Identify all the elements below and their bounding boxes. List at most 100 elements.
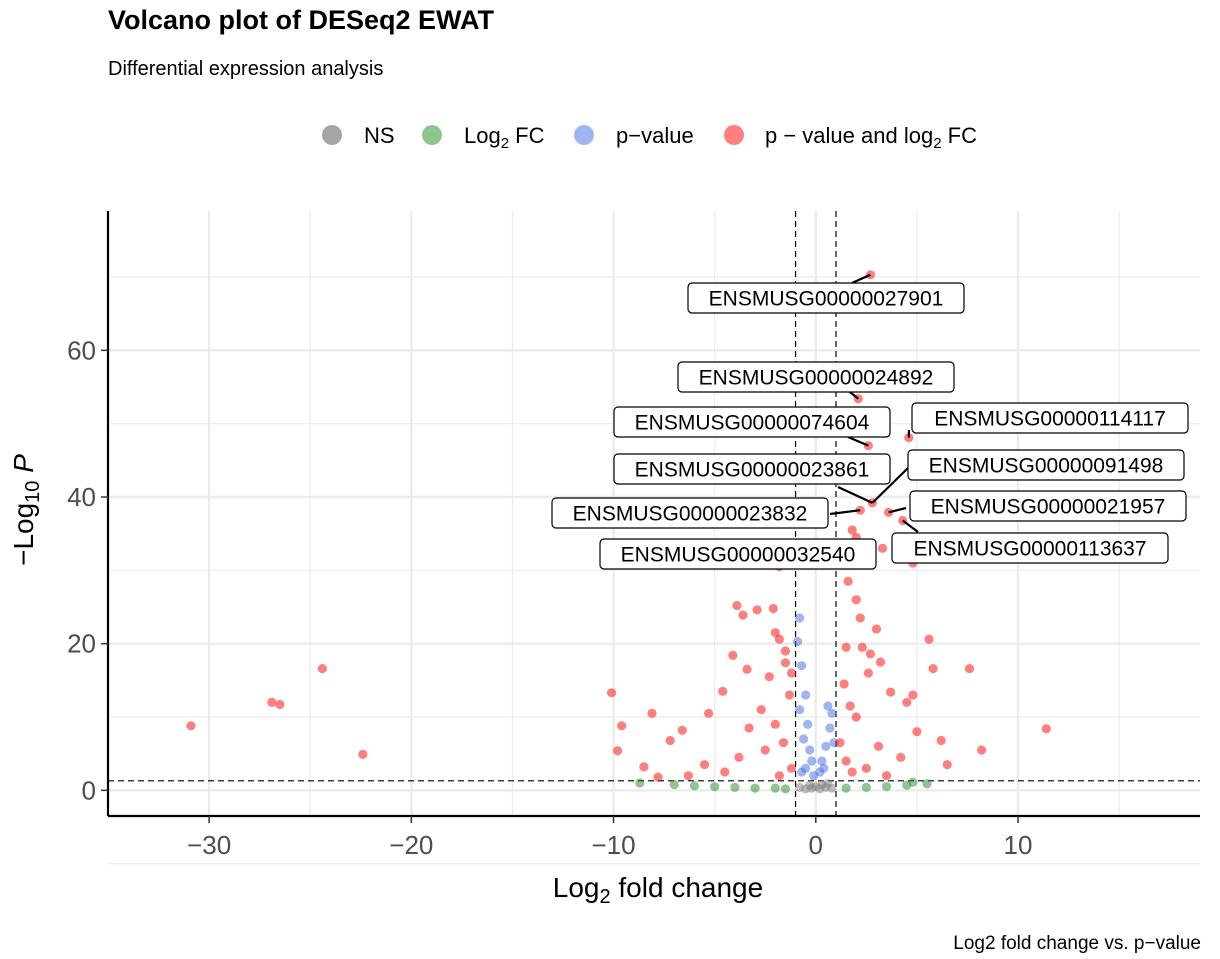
point-p-value-and-log2-fc <box>606 688 617 698</box>
point-p-value-and-log2-fc <box>677 725 687 735</box>
point-p-value-and-log2-fc <box>964 664 975 674</box>
gene-label: ENSMUSG00000023832 <box>573 503 808 526</box>
point-p-value-and-log2-fc <box>778 738 789 748</box>
point-p-value-and-log2-fc <box>857 642 867 652</box>
x-tick-label: −20 <box>389 830 433 860</box>
point-p-value-and-log2-fc <box>873 741 884 751</box>
point-p-value <box>799 734 809 744</box>
point-p-value-and-log2-fc <box>786 763 797 773</box>
point-log2-fc <box>922 779 932 789</box>
point-log2-fc <box>770 783 780 793</box>
label-connector <box>851 273 871 285</box>
legend-key-ns <box>322 125 342 145</box>
point-log2-fc <box>780 784 791 794</box>
point-p-value-and-log2-fc <box>764 672 774 682</box>
point-p-value-and-log2-fc <box>768 603 778 614</box>
point-p-value <box>823 701 833 711</box>
y-tick-label: 20 <box>67 629 96 659</box>
gene-label: ENSMUSG00000114117 <box>934 408 1166 431</box>
gene-label: ENSMUSG00000074604 <box>635 412 870 435</box>
point-p-value <box>803 719 813 729</box>
point-p-value-and-log2-fc <box>977 745 987 755</box>
point-p-value <box>807 756 817 766</box>
point-p-value-and-log2-fc <box>756 705 766 715</box>
point-p-value <box>795 613 805 623</box>
point-p-value-and-log2-fc <box>896 752 906 762</box>
y-tick-label: 40 <box>67 482 96 512</box>
gene-label-box <box>551 497 829 529</box>
x-tick-label: 10 <box>1004 830 1033 860</box>
gene-label: ENSMUSG00000023861 <box>635 459 870 482</box>
point-p-value <box>819 763 829 773</box>
point-p-value-and-log2-fc <box>843 576 853 586</box>
point-p-value-and-log2-fc <box>855 613 865 623</box>
point-p-value-and-log2-fc <box>699 760 710 770</box>
point-p-value-and-log2-fc <box>936 735 946 746</box>
x-tick-label: −10 <box>592 830 636 860</box>
point-ns <box>805 780 815 790</box>
point-log2-fc <box>689 781 700 791</box>
gene-label: ENSMUSG00000021957 <box>931 496 1166 519</box>
point-p-value <box>817 756 827 766</box>
point-p-value-and-log2-fc <box>912 727 922 737</box>
point-p-value-and-log2-fc <box>835 738 845 748</box>
point-p-value-and-log2-fc <box>875 657 886 667</box>
point-log2-fc <box>841 783 851 793</box>
point-p-value-and-log2-fc <box>718 686 728 696</box>
x-tick-label: −30 <box>187 830 231 860</box>
y-tick-label: 0 <box>82 775 96 805</box>
point-p-value-and-log2-fc <box>774 634 784 644</box>
gene-label: ENSMUSG00000032540 <box>621 544 856 567</box>
point-p-value <box>797 661 807 671</box>
legend-label-pvalue: p−value <box>616 123 694 148</box>
point-log2-fc <box>710 782 720 792</box>
point-p-value-and-log2-fc <box>861 763 871 773</box>
point-p-value-and-log2-fc <box>647 708 657 718</box>
y-axis-title: −Log10 P <box>8 454 44 566</box>
chart-title: Volcano plot of DESeq2 EWAT <box>108 5 495 35</box>
legend-label-both: p − value and log2 FC <box>765 123 977 152</box>
point-p-value-and-log2-fc <box>186 721 196 731</box>
point-p-value-and-log2-fc <box>665 735 675 746</box>
point-p-value-and-log2-fc <box>847 525 857 535</box>
point-p-value-and-log2-fc <box>770 719 780 729</box>
point-p-value-and-log2-fc <box>845 701 855 711</box>
point-p-value <box>827 708 837 718</box>
gene-label-box <box>687 282 965 314</box>
chart-subtitle: Differential expression analysis <box>108 58 383 80</box>
gene-label-box <box>907 449 1185 481</box>
point-p-value-and-log2-fc <box>841 642 851 652</box>
point-p-value-and-log2-fc <box>720 767 730 777</box>
x-axis-ticks: −30 −20 −10 0 10 <box>187 816 1032 860</box>
point-p-value-and-log2-fc <box>847 767 857 777</box>
point-p-value <box>797 767 807 777</box>
point-p-value-and-log2-fc <box>877 543 888 553</box>
point-p-value <box>805 745 815 755</box>
x-axis-title: Log2 fold change <box>553 872 763 908</box>
gene-labels: ENSMUSG00000027901ENSMUSG00000024892ENSM… <box>551 282 1189 570</box>
gene-label-box <box>613 453 891 485</box>
point-p-value-and-log2-fc <box>317 664 327 674</box>
point-p-value <box>795 705 805 715</box>
gene-label: ENSMUSG00000024892 <box>699 367 934 390</box>
point-p-value-and-log2-fc <box>924 634 934 644</box>
label-connector <box>837 486 873 504</box>
point-p-value-and-log2-fc <box>902 697 912 707</box>
point-p-value-and-log2-fc <box>275 699 285 710</box>
point-p-value-and-log2-fc <box>742 664 752 674</box>
label-connector <box>829 509 861 516</box>
point-log2-fc <box>750 783 760 793</box>
point-p-value-and-log2-fc <box>855 505 865 515</box>
legend-key-both <box>724 125 744 145</box>
point-p-value-and-log2-fc <box>908 690 918 700</box>
label-connector <box>902 519 919 533</box>
y-tick-label: 60 <box>67 335 96 365</box>
point-p-value-and-log2-fc <box>863 668 873 678</box>
point-p-value-and-log2-fc <box>865 649 875 659</box>
legend: NS Log2 FC p−value p − value and log2 FC <box>322 123 977 152</box>
point-p-value-and-log2-fc <box>732 600 742 611</box>
gene-label: ENSMUSG00000113637 <box>913 538 1146 561</box>
label-connector <box>871 467 909 504</box>
point-p-value-and-log2-fc <box>613 746 623 756</box>
